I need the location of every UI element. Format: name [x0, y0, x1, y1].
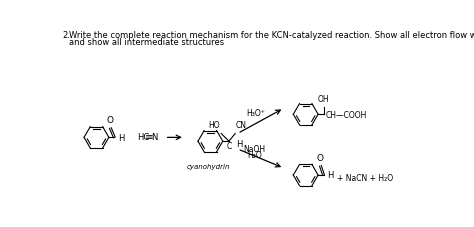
Text: H: H — [118, 134, 125, 143]
Text: NaOH: NaOH — [244, 145, 265, 154]
Text: HC: HC — [137, 133, 149, 142]
Text: CN: CN — [236, 121, 247, 131]
Text: N: N — [151, 133, 157, 142]
Text: ≡: ≡ — [145, 132, 153, 142]
Text: HO: HO — [208, 121, 219, 131]
Text: H: H — [328, 171, 334, 180]
Text: OH: OH — [318, 95, 329, 104]
Text: Write the complete reaction mechanism for the KCN-catalyzed reaction. Show all e: Write the complete reaction mechanism fo… — [69, 31, 474, 40]
Text: 2.: 2. — [63, 31, 70, 40]
Text: + NaCN + H₂O: + NaCN + H₂O — [337, 174, 393, 183]
Text: C: C — [227, 142, 232, 151]
Text: H₃O⁺: H₃O⁺ — [246, 109, 265, 118]
Text: and show all intermediate structures: and show all intermediate structures — [69, 38, 225, 47]
Text: O: O — [316, 154, 323, 163]
Text: cyanohydrin: cyanohydrin — [187, 164, 230, 170]
Text: H: H — [236, 140, 242, 149]
Text: H₂O: H₂O — [247, 151, 262, 160]
Text: O: O — [106, 116, 113, 125]
Text: CH—COOH: CH—COOH — [326, 111, 367, 120]
